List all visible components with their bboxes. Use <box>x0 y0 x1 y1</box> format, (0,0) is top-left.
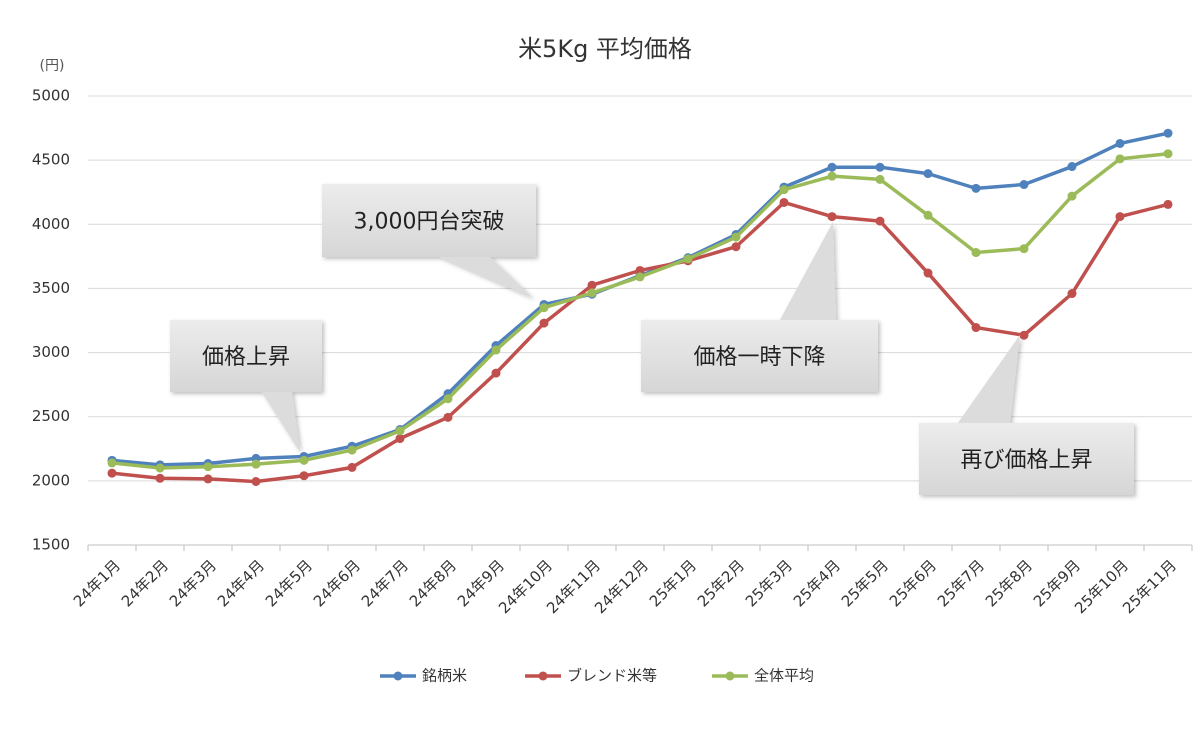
data-point <box>155 473 165 483</box>
data-point <box>779 185 789 195</box>
legend-label: 全体平均 <box>754 667 814 685</box>
y-tick-label: 2500 <box>32 407 70 425</box>
data-point <box>635 265 645 275</box>
data-point <box>539 303 549 313</box>
data-point <box>107 468 117 478</box>
y-tick-label: 4000 <box>32 215 70 233</box>
data-point <box>827 162 837 172</box>
callout-box <box>919 423 1134 495</box>
data-point <box>347 445 357 455</box>
data-point <box>875 162 885 172</box>
data-point <box>1067 162 1077 172</box>
data-point <box>923 169 933 179</box>
y-tick-label: 3000 <box>32 343 70 361</box>
data-point <box>539 318 549 328</box>
callout-pointer-top <box>262 392 300 452</box>
data-point <box>395 434 405 444</box>
chart-title: 米5Kg 平均価格 <box>518 35 692 63</box>
data-point <box>827 212 837 222</box>
annotation: 価格上昇 <box>202 345 290 370</box>
data-point <box>299 471 309 481</box>
y-tick-label: 1500 <box>32 536 70 554</box>
data-point <box>827 171 837 181</box>
data-point <box>1163 199 1173 209</box>
y-tick-label: 5000 <box>32 87 70 105</box>
annotation: 価格一時下降 <box>693 345 825 370</box>
callout-pointer-top <box>440 257 533 298</box>
data-point <box>779 197 789 207</box>
data-point <box>443 394 453 404</box>
annotation: 再び価格上昇 <box>960 448 1092 473</box>
data-point <box>875 174 885 184</box>
data-point <box>731 232 741 242</box>
data-point <box>1019 330 1029 340</box>
data-point <box>587 288 597 298</box>
data-point <box>923 268 933 278</box>
data-point <box>1163 128 1173 138</box>
y-tick-label: 2000 <box>32 471 70 489</box>
data-point <box>1067 289 1077 299</box>
data-point <box>1067 191 1077 201</box>
legend-marker <box>393 671 403 681</box>
y-tick-label: 3500 <box>32 279 70 297</box>
callout-box <box>641 320 878 392</box>
data-point <box>491 368 501 378</box>
data-point <box>155 463 165 473</box>
data-point <box>683 254 693 264</box>
callout-pointer-top <box>958 335 1020 423</box>
data-point <box>1019 244 1029 254</box>
legend-marker <box>538 671 548 681</box>
y-unit-label: (円) <box>40 58 65 74</box>
data-point <box>971 323 981 333</box>
data-point <box>971 248 981 258</box>
callout-box <box>322 184 536 257</box>
callout-pointer-top <box>780 222 836 320</box>
data-point <box>203 474 213 484</box>
callout-box <box>170 320 322 392</box>
data-point <box>731 242 741 252</box>
legend-label: 銘柄米 <box>422 667 467 685</box>
data-point <box>203 462 213 472</box>
data-point <box>251 476 261 486</box>
data-point <box>107 458 117 468</box>
legend-marker <box>725 671 735 681</box>
data-point <box>1019 180 1029 190</box>
y-tick-label: 4500 <box>32 151 70 169</box>
data-point <box>1115 154 1125 164</box>
data-point <box>443 412 453 422</box>
data-point <box>587 280 597 290</box>
data-point <box>1115 138 1125 148</box>
data-point <box>299 455 309 465</box>
data-point <box>971 183 981 193</box>
data-point <box>875 216 885 226</box>
data-point <box>1115 212 1125 222</box>
data-point <box>1163 149 1173 159</box>
data-point <box>923 210 933 220</box>
data-point <box>251 459 261 469</box>
data-point <box>395 426 405 436</box>
annotation: 3,000円台突破 <box>354 210 505 235</box>
data-point <box>347 462 357 472</box>
data-point <box>635 272 645 282</box>
legend-label: ブレンド米等 <box>567 667 657 685</box>
data-point <box>491 345 501 355</box>
